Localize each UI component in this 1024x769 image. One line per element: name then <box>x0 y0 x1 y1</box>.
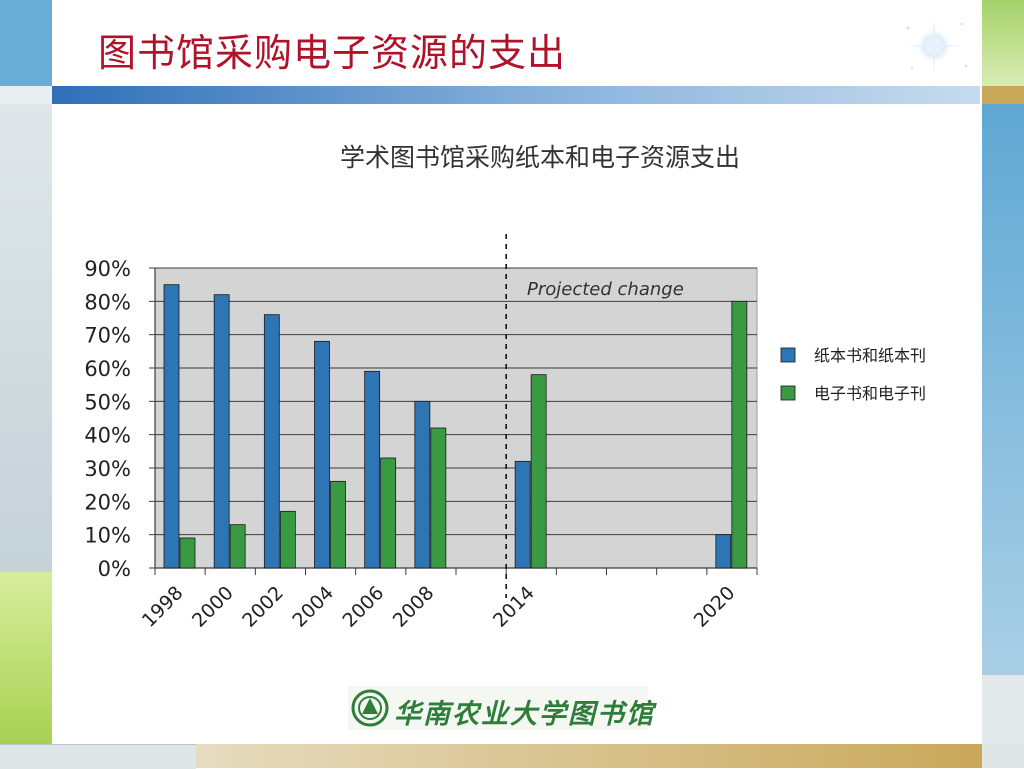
y-tick-label: 40% <box>84 424 131 448</box>
frame-top-left-blue <box>0 0 52 86</box>
legend-swatch <box>780 385 796 401</box>
x-tick-label: 1998 <box>138 582 188 632</box>
bar-electronic-1998 <box>179 537 196 569</box>
y-tick-label: 10% <box>84 524 131 548</box>
bar-electronic-2006 <box>380 457 397 569</box>
x-tick-label: 2008 <box>389 582 439 632</box>
bar-print-2004 <box>314 340 330 569</box>
frame-right-blue <box>982 104 1024 674</box>
bar-electronic-2002 <box>279 510 296 569</box>
y-tick-label: 50% <box>84 390 131 414</box>
projected-change-annotation: Projected change <box>527 279 684 300</box>
sparkle-icon <box>906 18 968 74</box>
x-tick-label: 2004 <box>288 582 338 632</box>
frame-bottom-right <box>982 744 1024 768</box>
bar-print-2020 <box>715 534 732 569</box>
bar-electronic-2008 <box>430 427 447 569</box>
axes <box>154 268 758 575</box>
bar-electronic-2000 <box>229 524 246 569</box>
bar-print-1998 <box>163 284 180 569</box>
bars <box>163 284 748 569</box>
slide-title: 图书馆采购电子资源的支出 <box>98 31 567 75</box>
emblem-icon <box>351 689 389 727</box>
y-tick-label: 0% <box>98 557 131 581</box>
frame-blue-gradient-bar <box>52 86 980 104</box>
x-tick-label: 2006 <box>339 582 389 632</box>
frame-top-right-green <box>982 0 1024 86</box>
frame-top-band <box>52 0 980 87</box>
frame-bar-right-gold <box>982 86 1024 104</box>
legend-swatch <box>780 347 796 363</box>
bar-print-2014 <box>514 460 531 569</box>
chart-title: 学术图书馆采购纸本和电子资源支出 <box>340 143 740 172</box>
y-tick-label: 70% <box>84 324 131 348</box>
library-logo: 华南农业大学图书馆 <box>348 686 653 730</box>
y-tick-label: 80% <box>84 290 131 314</box>
bar-print-2006 <box>364 370 381 569</box>
x-tick-label: 2000 <box>188 582 238 632</box>
y-tick-label: 20% <box>84 490 131 514</box>
legend-label: 电子书和电子刊 <box>814 384 926 403</box>
bar-print-2000 <box>213 294 230 569</box>
x-tick-label: 2014 <box>489 582 539 632</box>
frame-left-green <box>0 572 52 744</box>
bar-print-2002 <box>263 314 280 569</box>
y-tick-label: 90% <box>84 257 131 281</box>
frame-bottom-left <box>0 744 196 769</box>
bar-print-2008 <box>414 400 431 569</box>
frame-left-column <box>0 104 52 572</box>
bar-electronic-2004 <box>330 480 346 569</box>
y-tick-label: 30% <box>84 457 131 481</box>
frame-right-lower <box>982 674 1024 745</box>
x-tick-labels: 1998 2000 2002 2004 2006 2008 2014 2020 <box>138 582 740 632</box>
x-tick-label: 2002 <box>238 582 288 632</box>
legend-label: 纸本书和纸本刊 <box>814 346 926 365</box>
y-tick-label: 60% <box>84 357 131 381</box>
logo-text: 华南农业大学图书馆 <box>394 699 655 730</box>
gridlines <box>149 267 757 569</box>
x-tick-label: 2020 <box>690 582 740 632</box>
bar-electronic-2014 <box>530 374 547 569</box>
plot-area <box>154 267 758 569</box>
y-tick-labels: 0% 10% 20% 30% 40% 50% 60% 70% 80% 90% <box>84 257 131 581</box>
frame-bottom-gold-bar <box>196 744 982 768</box>
bar-electronic-2020 <box>731 300 748 569</box>
